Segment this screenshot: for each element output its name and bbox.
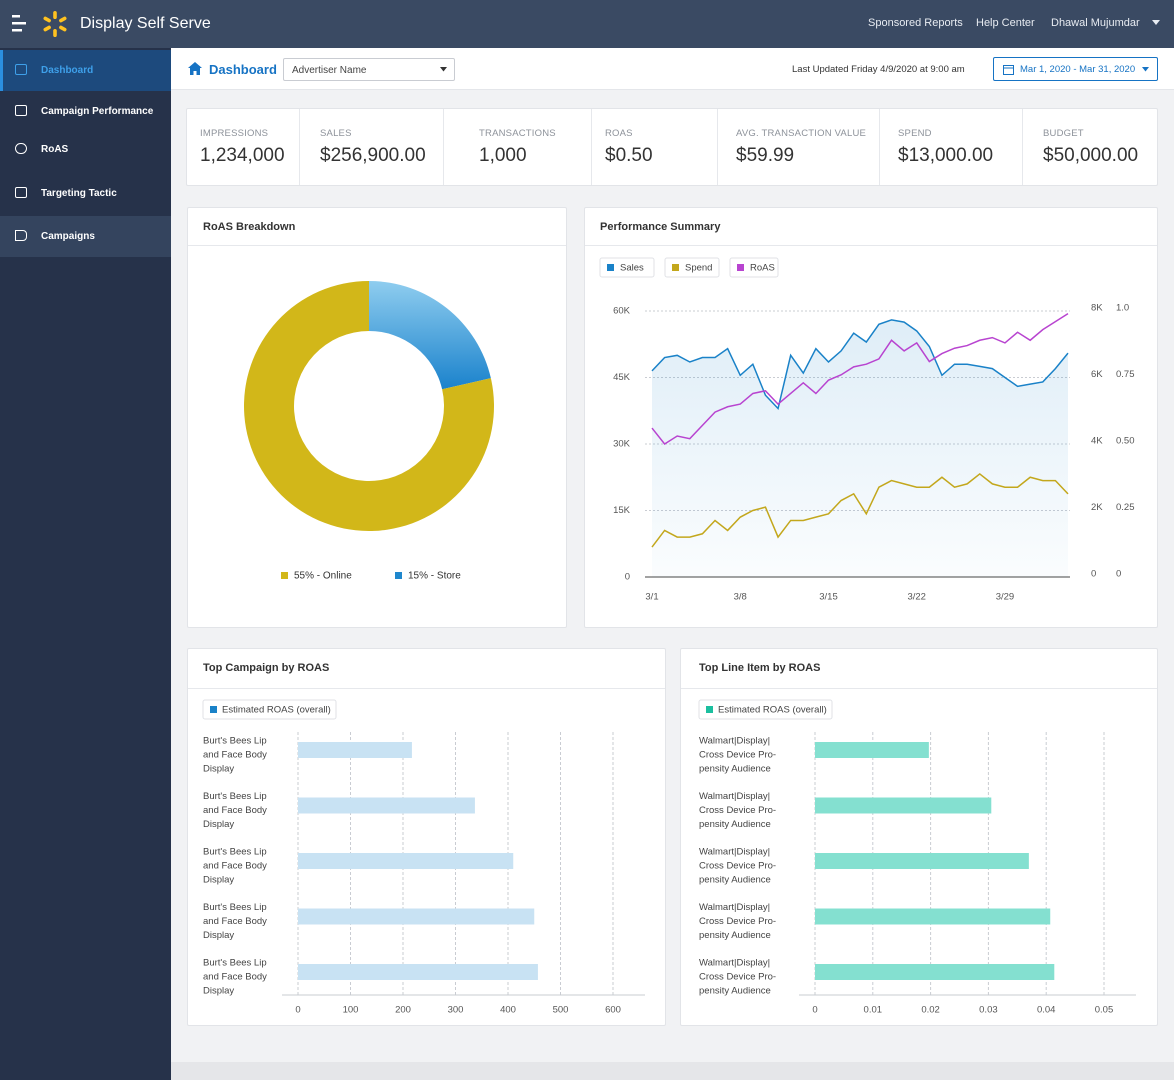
divider xyxy=(299,109,300,185)
toolbar: Dashboard Advertiser Name Last Updated F… xyxy=(171,48,1174,90)
kpi-label: IMPRESSIONS xyxy=(200,128,269,139)
kpi-value: 1,234,000 xyxy=(200,145,285,166)
nav-item[interactable]: Campaigns xyxy=(0,216,171,257)
top-campaign-card: Top Campaign by ROAS xyxy=(187,648,666,1026)
kpi-label: AVG. TRANSACTION VALUE xyxy=(736,128,867,139)
kpi-card: IMPRESSIONS 1,234,000 SALES $256,900.00 TR… xyxy=(186,108,1158,186)
divider xyxy=(188,688,665,689)
last-updated: Last Updated Friday 4/9/2020 at 9:00 am xyxy=(792,64,965,75)
divider xyxy=(188,245,566,246)
calendar-icon xyxy=(1003,65,1014,75)
divider xyxy=(443,109,444,185)
card-title: RoAS Breakdown xyxy=(203,221,296,233)
card-title: Top Campaign by ROAS xyxy=(203,662,330,674)
kpi-value: $59.99 xyxy=(736,145,795,166)
nav-label: Campaign Performance xyxy=(41,106,154,117)
nav-link[interactable]: Help Center xyxy=(976,17,1035,29)
kpi-value: $256,900.00 xyxy=(320,145,426,166)
top-line-item-card: Top Line Item by ROAS xyxy=(680,648,1158,1026)
nav-label: Targeting Tactic xyxy=(41,188,117,199)
kpi-label: SPEND xyxy=(898,128,932,139)
caret xyxy=(1152,20,1160,25)
nav-item[interactable]: Targeting Tactic xyxy=(0,173,171,214)
page-title: Dashboard xyxy=(209,62,277,77)
caret xyxy=(1142,67,1149,72)
divider xyxy=(681,688,1157,689)
app-name: Display Self Serve xyxy=(80,15,211,32)
kpi-label: TRANSACTIONS xyxy=(479,128,556,139)
kpi-value: 1,000 xyxy=(479,145,527,166)
divider xyxy=(585,245,1157,246)
card-title: Performance Summary xyxy=(600,221,721,233)
kpi-label: SALES xyxy=(320,128,352,139)
divider xyxy=(879,109,880,185)
divider xyxy=(717,109,718,185)
nav-label: Campaigns xyxy=(41,231,95,242)
performance-summary-card: Performance Summary xyxy=(584,207,1158,628)
caret xyxy=(440,67,447,72)
divider xyxy=(1022,109,1023,185)
kpi-value: $13,000.00 xyxy=(898,145,994,166)
dropdown-placeholder: Advertiser Name xyxy=(292,65,367,76)
logo xyxy=(43,11,67,37)
nav-label: RoAS xyxy=(41,144,69,155)
kpi-value: $50,000.00 xyxy=(1043,145,1139,166)
nav-item[interactable]: Campaign Performance xyxy=(0,91,171,132)
footer xyxy=(171,1062,1174,1080)
home-icon xyxy=(188,62,202,75)
kpi-value: $0.50 xyxy=(605,145,653,166)
menu-icon[interactable] xyxy=(12,14,30,34)
kpi-label: ROAS xyxy=(605,128,633,139)
roas-breakdown-card: RoAS Breakdown xyxy=(187,207,567,628)
sidebar: Dashboard Campaign Performance RoAS Targ… xyxy=(0,48,171,1080)
card-title: Top Line Item by ROAS xyxy=(699,662,821,674)
nav-item[interactable]: Dashboard xyxy=(0,50,171,91)
nav-link[interactable]: Sponsored Reports xyxy=(868,17,963,29)
nav-item[interactable]: RoAS xyxy=(0,129,171,170)
nav-label: Dashboard xyxy=(41,65,94,76)
date-range-button[interactable]: Mar 1, 2020 - Mar 31, 2020 xyxy=(993,57,1158,81)
divider xyxy=(591,109,592,185)
top-bar: Display Self Serve Sponsored Reports Hel… xyxy=(0,0,1174,48)
kpi-label: BUDGET xyxy=(1043,128,1084,139)
user-menu[interactable]: Dhawal Mujumdar xyxy=(1051,17,1140,29)
advertiser-dropdown[interactable]: Advertiser Name xyxy=(283,58,455,81)
date-range: Mar 1, 2020 - Mar 31, 2020 xyxy=(1020,64,1136,75)
